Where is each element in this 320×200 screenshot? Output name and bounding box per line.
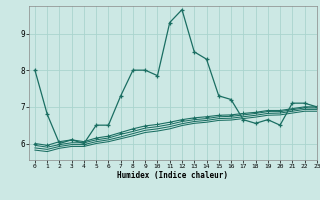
X-axis label: Humidex (Indice chaleur): Humidex (Indice chaleur) bbox=[117, 171, 228, 180]
